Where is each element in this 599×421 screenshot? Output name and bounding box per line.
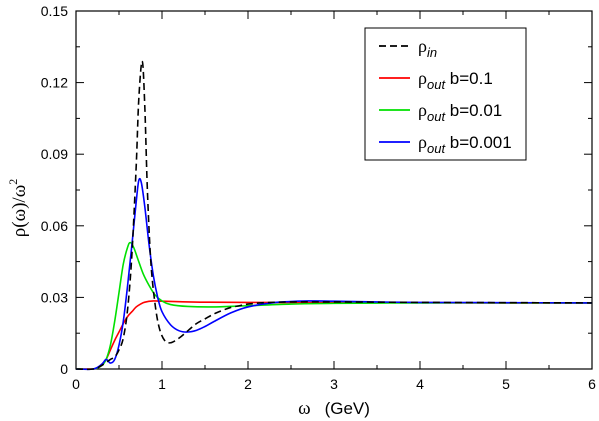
y-axis-label: ρ(ω)/ω2 [6, 179, 30, 237]
legend-label-2: ρout b=0.01 [418, 100, 502, 124]
x-tick-label: 3 [330, 376, 338, 392]
series-line-0 [75, 60, 593, 371]
legend-label-1: ρout b=0.1 [418, 68, 493, 92]
y-tick-label: 0 [60, 361, 68, 377]
y-tick-label: 0.09 [41, 146, 68, 162]
legend: ρin ρout b=0.1 ρout b=0.01 ρout b=0.001 [364, 27, 527, 161]
y-tick-label: 0.06 [41, 218, 68, 234]
x-tick-label: 6 [588, 376, 596, 392]
x-tick-label: 5 [502, 376, 510, 392]
axis-ticks: 0 1 2 3 4 5 6 0 0.03 0.06 0.09 0.12 0.15 [41, 3, 596, 392]
series-line-2 [75, 241, 592, 371]
y-tick-label: 0.03 [41, 289, 68, 305]
series-layer [75, 60, 593, 371]
x-axis-label-unit: (GeV) [325, 399, 370, 418]
y-axis-label-sup: 2 [6, 179, 20, 185]
x-tick-label: 4 [416, 376, 424, 392]
series-line-3 [75, 177, 593, 371]
legend-box [364, 27, 527, 161]
y-tick-label: 0.12 [41, 75, 68, 91]
legend-label-3: ρout b=0.001 [418, 132, 512, 156]
x-tick-label: 2 [244, 376, 252, 392]
y-tick-label: 0.15 [41, 3, 68, 19]
x-axis-label-symbol: ω [298, 398, 311, 419]
x-axis-label: ω (GeV) [298, 398, 370, 419]
series-line-1 [75, 300, 593, 370]
x-tick-label: 1 [158, 376, 166, 392]
legend-label-0: ρin [418, 36, 437, 60]
x-tick-label: 0 [72, 376, 80, 392]
y-axis-label-main: ρ(ω)/ω [9, 185, 30, 237]
